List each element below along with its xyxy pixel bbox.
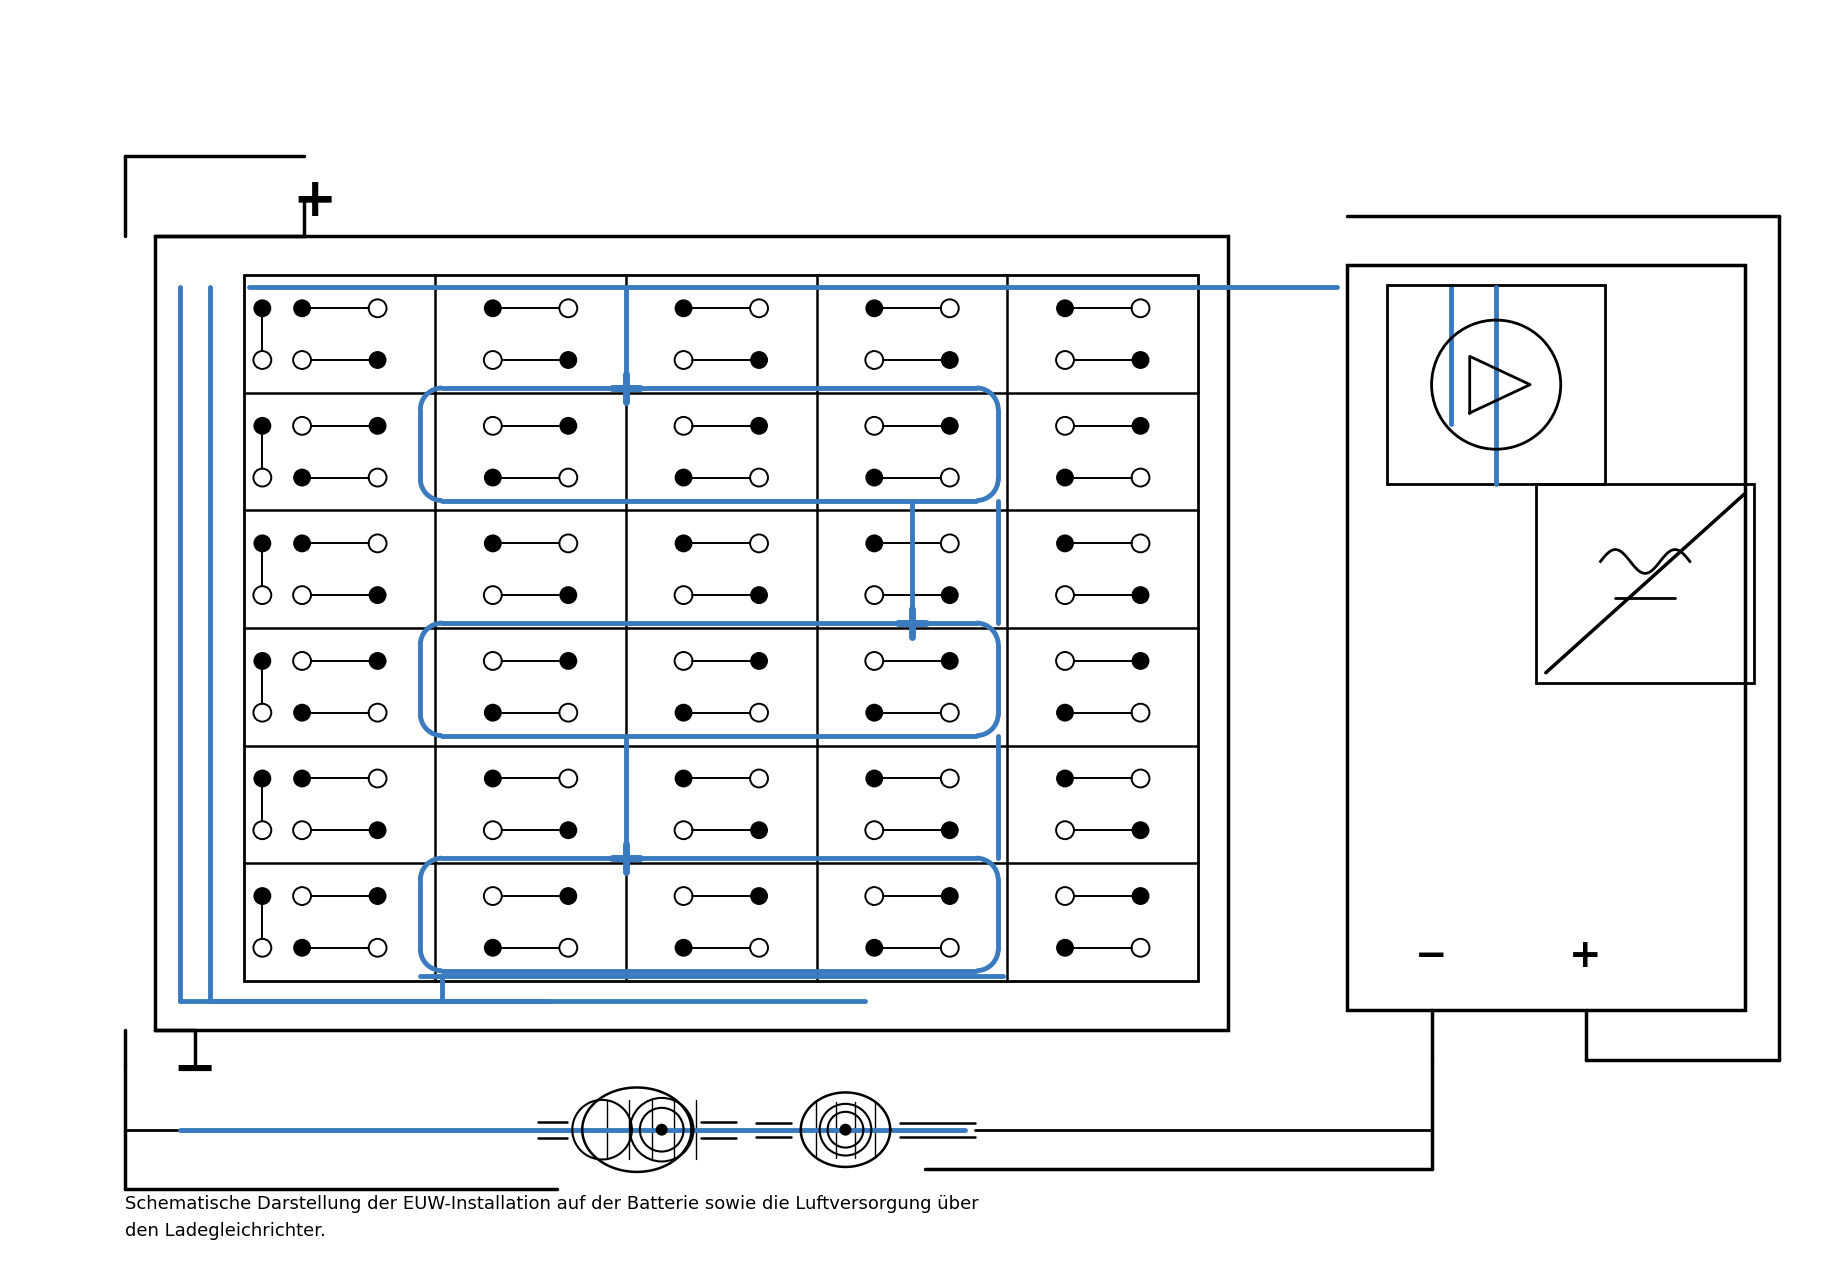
Circle shape <box>941 887 959 906</box>
Circle shape <box>675 534 693 552</box>
Circle shape <box>1132 417 1150 434</box>
Circle shape <box>484 769 503 787</box>
Circle shape <box>750 652 768 669</box>
Circle shape <box>866 703 884 721</box>
Circle shape <box>484 703 503 721</box>
Circle shape <box>484 534 503 552</box>
Circle shape <box>1132 351 1150 369</box>
Circle shape <box>484 299 503 317</box>
Circle shape <box>750 821 768 839</box>
Circle shape <box>559 821 578 839</box>
Circle shape <box>1056 703 1075 721</box>
Circle shape <box>941 417 959 434</box>
Circle shape <box>253 887 271 906</box>
Circle shape <box>675 469 693 486</box>
Circle shape <box>293 938 312 956</box>
Circle shape <box>1132 586 1150 604</box>
Circle shape <box>253 534 271 552</box>
Circle shape <box>675 703 693 721</box>
Circle shape <box>941 821 959 839</box>
Circle shape <box>866 938 884 956</box>
Circle shape <box>369 821 387 839</box>
Circle shape <box>750 887 768 906</box>
Circle shape <box>1056 534 1075 552</box>
Circle shape <box>675 299 693 317</box>
Text: den Ladegleichrichter.: den Ladegleichrichter. <box>125 1223 326 1240</box>
Circle shape <box>1056 938 1075 956</box>
Circle shape <box>1056 299 1075 317</box>
Circle shape <box>369 351 387 369</box>
Circle shape <box>866 534 884 552</box>
Circle shape <box>253 299 271 317</box>
Circle shape <box>750 417 768 434</box>
Circle shape <box>484 938 503 956</box>
Circle shape <box>484 469 503 486</box>
Circle shape <box>657 1124 668 1135</box>
Circle shape <box>559 417 578 434</box>
Circle shape <box>675 938 693 956</box>
Circle shape <box>293 769 312 787</box>
Bar <box>1535 484 1755 683</box>
Text: Schematische Darstellung der EUW-Installation auf der Batterie sowie die Luftver: Schematische Darstellung der EUW-Install… <box>125 1195 979 1214</box>
Circle shape <box>253 417 271 434</box>
Circle shape <box>866 469 884 486</box>
Circle shape <box>369 417 387 434</box>
Bar <box>244 275 1198 980</box>
Circle shape <box>293 299 312 317</box>
Text: −: − <box>1416 937 1447 975</box>
Circle shape <box>253 769 271 787</box>
Circle shape <box>866 769 884 787</box>
Circle shape <box>840 1124 851 1135</box>
Circle shape <box>1132 821 1150 839</box>
Circle shape <box>675 769 693 787</box>
Circle shape <box>1056 769 1075 787</box>
Circle shape <box>750 351 768 369</box>
Bar <box>1348 265 1744 1010</box>
Text: −: − <box>172 1045 216 1096</box>
Circle shape <box>1056 469 1075 486</box>
Circle shape <box>750 586 768 604</box>
Circle shape <box>559 586 578 604</box>
Circle shape <box>293 534 312 552</box>
Circle shape <box>369 586 387 604</box>
Circle shape <box>1132 652 1150 669</box>
Circle shape <box>293 703 312 721</box>
Circle shape <box>559 351 578 369</box>
Circle shape <box>559 887 578 906</box>
Circle shape <box>941 351 959 369</box>
Bar <box>1387 285 1605 484</box>
Circle shape <box>369 887 387 906</box>
Circle shape <box>559 652 578 669</box>
Circle shape <box>293 469 312 486</box>
Circle shape <box>369 652 387 669</box>
Circle shape <box>1132 887 1150 906</box>
Circle shape <box>253 652 271 669</box>
Circle shape <box>866 299 884 317</box>
Circle shape <box>941 586 959 604</box>
Circle shape <box>941 652 959 669</box>
Bar <box>156 236 1229 1031</box>
Text: +: + <box>292 174 336 227</box>
Text: +: + <box>1570 937 1601 975</box>
